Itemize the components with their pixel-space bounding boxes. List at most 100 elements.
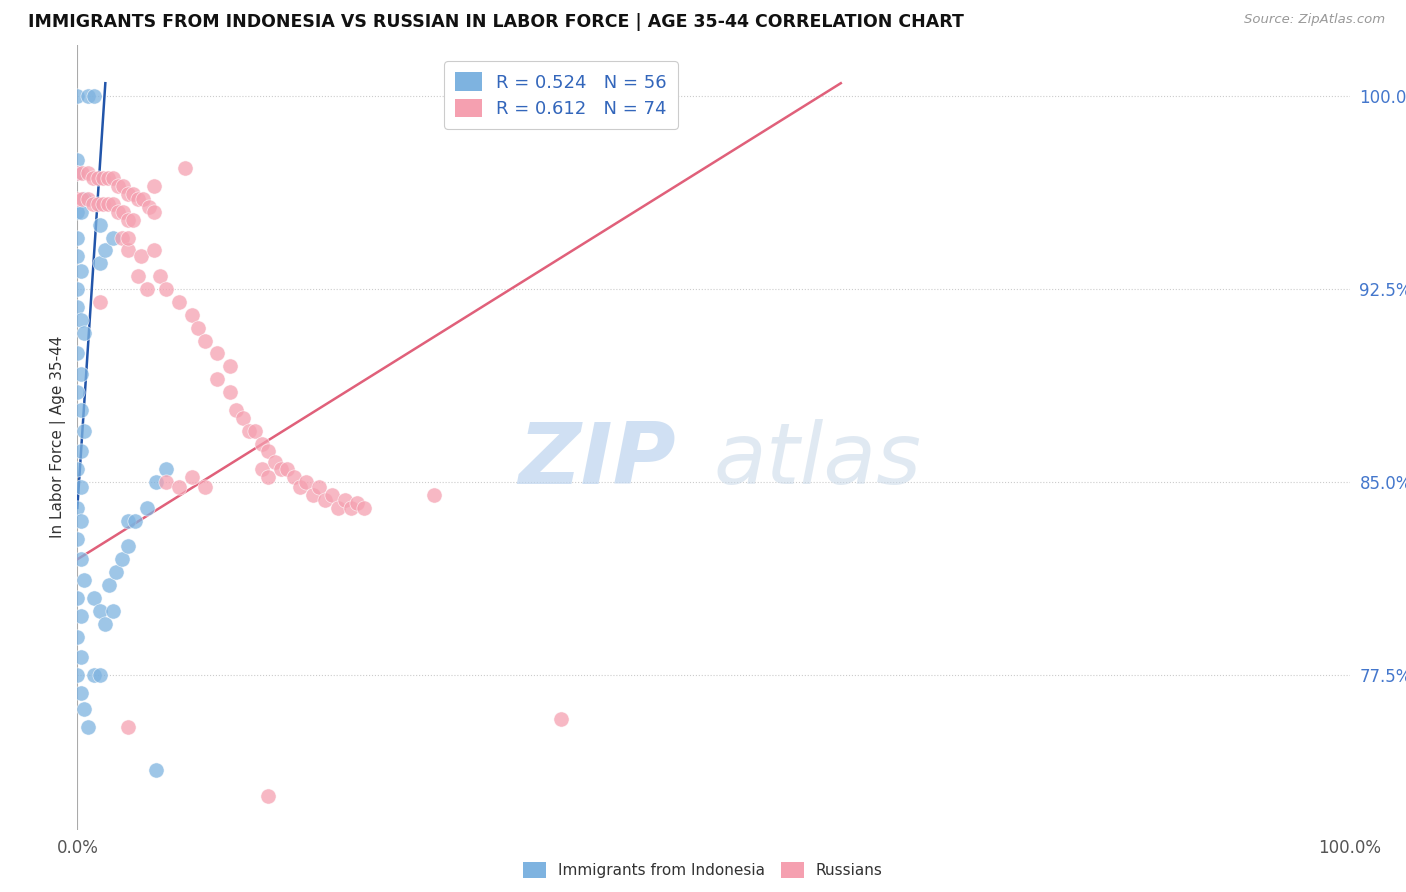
Point bbox=[207, 346, 229, 360]
Point bbox=[314, 493, 336, 508]
Point bbox=[66, 153, 89, 168]
Point bbox=[288, 480, 311, 494]
Point bbox=[132, 192, 155, 206]
Point bbox=[232, 410, 254, 425]
Point bbox=[83, 668, 105, 682]
Point bbox=[70, 609, 93, 624]
Point bbox=[89, 295, 111, 310]
Point bbox=[346, 496, 368, 510]
Point bbox=[94, 616, 117, 631]
Point bbox=[145, 475, 167, 489]
Point bbox=[295, 475, 318, 489]
Point bbox=[136, 500, 159, 515]
Point bbox=[66, 192, 89, 206]
Point bbox=[70, 444, 93, 458]
Point bbox=[83, 89, 105, 103]
Point bbox=[238, 424, 260, 438]
Point bbox=[73, 192, 96, 206]
Point bbox=[66, 282, 89, 296]
Point bbox=[101, 197, 124, 211]
Point bbox=[101, 604, 124, 618]
Point bbox=[107, 205, 129, 219]
Point bbox=[89, 668, 111, 682]
Point bbox=[340, 500, 363, 515]
Point bbox=[66, 385, 89, 400]
Point bbox=[101, 171, 124, 186]
Point bbox=[73, 326, 96, 340]
Point bbox=[73, 573, 96, 587]
Point bbox=[82, 171, 104, 186]
Point bbox=[250, 462, 273, 476]
Point bbox=[66, 230, 89, 244]
Point bbox=[76, 89, 98, 103]
Point bbox=[66, 591, 89, 605]
Point bbox=[174, 161, 197, 175]
Point bbox=[82, 197, 104, 211]
Text: atlas: atlas bbox=[714, 419, 921, 502]
Text: Source: ZipAtlas.com: Source: ZipAtlas.com bbox=[1244, 13, 1385, 27]
Point bbox=[107, 179, 129, 194]
Point bbox=[86, 171, 108, 186]
Point bbox=[257, 789, 280, 803]
Point bbox=[66, 166, 89, 180]
Point bbox=[83, 591, 105, 605]
Point bbox=[142, 205, 165, 219]
Point bbox=[283, 470, 305, 484]
Point bbox=[76, 166, 98, 180]
Point bbox=[89, 218, 111, 232]
Y-axis label: In Labor Force | Age 35-44: In Labor Force | Age 35-44 bbox=[51, 336, 66, 538]
Point bbox=[180, 308, 202, 322]
Point bbox=[97, 171, 120, 186]
Point bbox=[112, 179, 135, 194]
Point bbox=[111, 230, 134, 244]
Point bbox=[101, 230, 124, 244]
Point bbox=[70, 686, 93, 700]
Point bbox=[117, 244, 139, 258]
Point bbox=[149, 269, 172, 284]
Point bbox=[117, 186, 139, 201]
Point bbox=[328, 500, 350, 515]
Point bbox=[104, 565, 127, 579]
Point bbox=[333, 493, 356, 508]
Point bbox=[270, 462, 292, 476]
Point bbox=[66, 166, 89, 180]
Point bbox=[219, 385, 242, 400]
Point bbox=[127, 192, 149, 206]
Point bbox=[155, 475, 177, 489]
Point bbox=[70, 650, 93, 665]
Point bbox=[91, 197, 114, 211]
Point bbox=[225, 403, 247, 417]
Point bbox=[66, 346, 89, 360]
Point bbox=[66, 205, 89, 219]
Point bbox=[127, 269, 149, 284]
Point bbox=[353, 500, 375, 515]
Point bbox=[111, 552, 134, 566]
Point bbox=[129, 249, 152, 263]
Point bbox=[70, 552, 93, 566]
Point bbox=[70, 205, 93, 219]
Point bbox=[194, 334, 217, 348]
Point bbox=[250, 436, 273, 450]
Point bbox=[136, 282, 159, 296]
Legend: Immigrants from Indonesia, Russians: Immigrants from Indonesia, Russians bbox=[517, 856, 889, 884]
Point bbox=[76, 720, 98, 734]
Point bbox=[66, 462, 89, 476]
Text: IMMIGRANTS FROM INDONESIA VS RUSSIAN IN LABOR FORCE | AGE 35-44 CORRELATION CHAR: IMMIGRANTS FROM INDONESIA VS RUSSIAN IN … bbox=[28, 13, 965, 31]
Point bbox=[70, 264, 93, 278]
Point bbox=[91, 171, 114, 186]
Point bbox=[97, 197, 120, 211]
Point bbox=[321, 488, 343, 502]
Point bbox=[122, 186, 145, 201]
Point bbox=[72, 166, 94, 180]
Point bbox=[70, 403, 93, 417]
Point bbox=[66, 89, 89, 103]
Point bbox=[124, 514, 146, 528]
Point bbox=[117, 230, 139, 244]
Point bbox=[89, 604, 111, 618]
Point bbox=[66, 500, 89, 515]
Point bbox=[257, 444, 280, 458]
Point bbox=[155, 462, 177, 476]
Point bbox=[422, 488, 444, 502]
Point bbox=[73, 424, 96, 438]
Point bbox=[308, 480, 330, 494]
